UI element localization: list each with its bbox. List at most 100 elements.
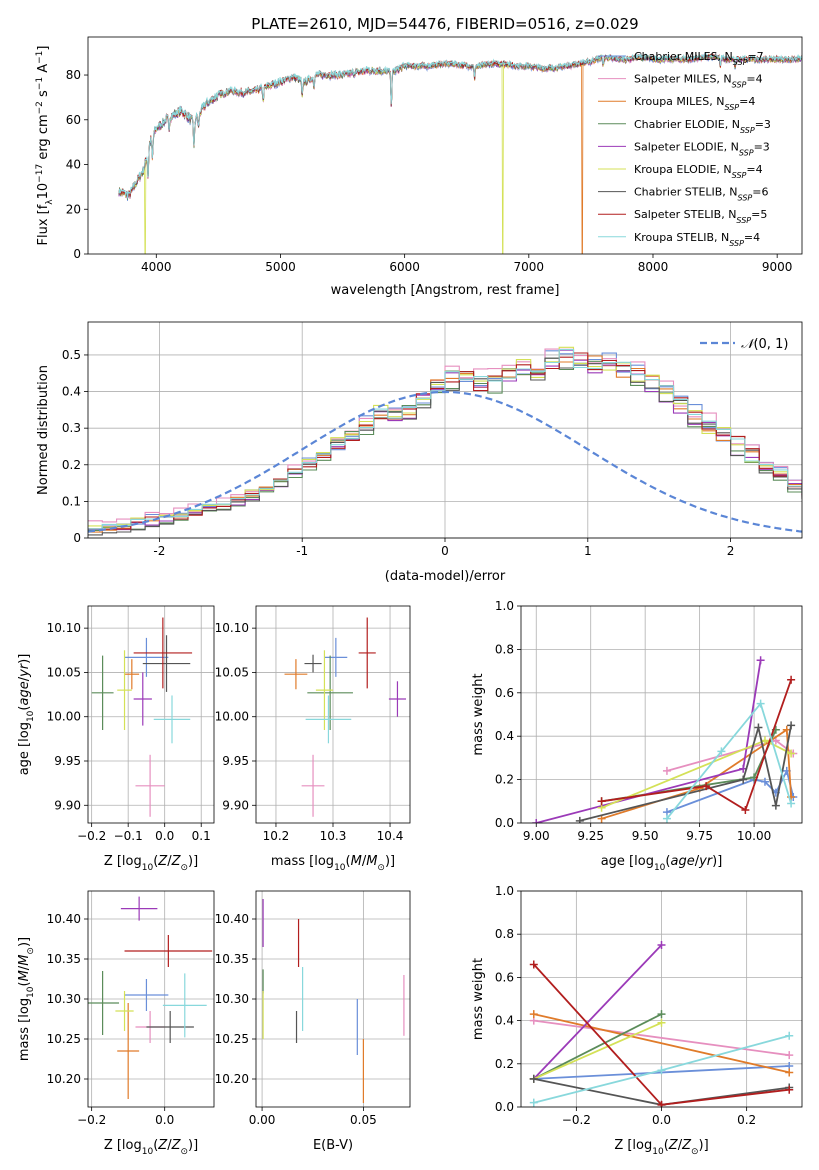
data-point-marker bbox=[575, 816, 584, 823]
data-point-marker bbox=[657, 1066, 666, 1075]
data-point-marker bbox=[787, 721, 796, 730]
axes-weight_vs_Z: −0.2 0.0 0.2 0.0 0.2 0.4 0.6 0.8 1.0 Z [log10(Z/Z… bbox=[471, 884, 803, 1157]
legend-label: Salpeter ELODIE, NSSP=3 bbox=[634, 140, 770, 157]
data-point-marker bbox=[529, 1098, 538, 1107]
series-salpeter-elodie bbox=[529, 941, 666, 1083]
x-axis-label: Z [log10(Z/Z⊙)] bbox=[104, 854, 198, 873]
y-tick-label: 80 bbox=[66, 68, 81, 82]
y-tick-label: 0.8 bbox=[495, 642, 514, 656]
data-point-marker bbox=[771, 801, 780, 810]
data-point-marker bbox=[662, 766, 671, 775]
errorbar-kroupa-stelib bbox=[162, 973, 207, 1038]
data-point-marker bbox=[756, 656, 765, 665]
histogram-salpeter-elodie bbox=[88, 349, 802, 531]
grid-mass_vs_Z bbox=[88, 891, 214, 1107]
y-tick-label: 10.20 bbox=[215, 1072, 249, 1086]
series-line bbox=[533, 1013, 662, 1080]
x-tick-label: 8000 bbox=[638, 260, 669, 274]
y-tick-label: 10.05 bbox=[47, 665, 81, 679]
data-point-marker bbox=[785, 1051, 794, 1060]
histogram-chabrier-stelib bbox=[88, 357, 802, 536]
errorbar-chabrier-miles bbox=[124, 979, 169, 1011]
axes-frame bbox=[87, 605, 215, 824]
data-point-marker bbox=[787, 675, 796, 684]
errorbar-kroupa-miles bbox=[124, 659, 140, 690]
x-tick-label: −0.2 bbox=[77, 1113, 106, 1127]
histogram-kroupa-stelib bbox=[88, 349, 802, 530]
axes-age_vs_mass: 10.2 10.3 10.4 9.90 9.95 10.00 10.05 10.10 mass … bbox=[215, 605, 411, 873]
y-tick-label: 40 bbox=[66, 158, 81, 172]
plot-area-spectrum bbox=[118, 52, 802, 254]
y-tick-label: 10.30 bbox=[215, 992, 249, 1006]
plot-area-residuals bbox=[88, 346, 802, 536]
data-point-marker bbox=[741, 805, 750, 814]
y-tick-label: 0.0 bbox=[495, 1100, 514, 1114]
errorbar-salpeter-elodie bbox=[133, 672, 152, 726]
y-tick-label: 0.2 bbox=[62, 458, 81, 472]
data-point-marker bbox=[754, 723, 763, 732]
x-axis-label: (data-model)/error bbox=[385, 569, 506, 584]
errorbar-chabrier-miles bbox=[124, 637, 169, 677]
y-tick-label: 10.35 bbox=[215, 952, 249, 966]
grid-weight_vs_Z bbox=[521, 890, 802, 1108]
y-tick-label: 10.20 bbox=[47, 1072, 81, 1086]
x-tick-label: 10.3 bbox=[320, 829, 347, 843]
y-tick-label: 9.90 bbox=[222, 798, 249, 812]
histogram-kroupa-elodie bbox=[88, 346, 802, 528]
plot-area-age_vs_mass bbox=[284, 617, 407, 817]
x-tick-label: 4000 bbox=[141, 260, 172, 274]
data-point-marker bbox=[657, 1100, 666, 1107]
errorbar-chabrier-stelib bbox=[142, 635, 191, 692]
series-line bbox=[533, 944, 663, 1080]
x-tick-label: −0.2 bbox=[77, 829, 106, 843]
y-tick-label: 9.95 bbox=[222, 754, 249, 768]
histogram-chabrier-miles bbox=[88, 350, 802, 531]
y-tick-label: 10.25 bbox=[47, 1032, 81, 1046]
x-tick-label: −0.1 bbox=[114, 829, 143, 843]
x-tick-label: 10.4 bbox=[377, 829, 404, 843]
data-point-marker bbox=[785, 1031, 794, 1040]
series-line bbox=[601, 679, 792, 812]
x-tick-label: 1 bbox=[584, 544, 592, 558]
legend-label: Kroupa MILES, NSSP=4 bbox=[634, 95, 755, 112]
legend-label: Salpeter STELIB, NSSP=5 bbox=[634, 208, 767, 225]
x-tick-label: 6000 bbox=[389, 260, 420, 274]
plot-area-age_vs_Z bbox=[91, 617, 193, 817]
axes-mass_vs_ebv: 0.00 0.05 10.20 10.25 10.30 10.35 10.40 E(B-V) bbox=[215, 890, 411, 1153]
series-salpeter-stelib bbox=[529, 960, 794, 1107]
y-tick-label: 60 bbox=[66, 113, 81, 127]
data-point-marker bbox=[785, 1085, 794, 1094]
y-tick-label: 0.6 bbox=[495, 970, 514, 984]
errorbar-kroupa-elodie bbox=[115, 991, 134, 1031]
x-tick-label: 0.00 bbox=[249, 1113, 276, 1127]
x-tick-label: −0.2 bbox=[562, 1113, 591, 1127]
x-tick-label: 2 bbox=[727, 544, 735, 558]
axes-spectrum: 4000 5000 6000 7000 8000 9000 0 20 40 60 80 wavelen… bbox=[35, 36, 803, 298]
y-tick-label: 9.90 bbox=[54, 798, 81, 812]
grid-age_vs_mass bbox=[256, 606, 410, 823]
errorbar-chabrier-miles bbox=[324, 637, 348, 677]
y-tick-label: 0.1 bbox=[62, 494, 81, 508]
series-line bbox=[666, 701, 792, 820]
data-point-marker bbox=[657, 1010, 666, 1019]
data-point-marker bbox=[532, 819, 541, 823]
legend-label: Chabrier MILES, NSSP=7 bbox=[634, 50, 764, 67]
legend-label: Salpeter MILES, NSSP=4 bbox=[634, 73, 763, 90]
y-tick-label: 10.00 bbox=[47, 710, 81, 724]
errorbar-chabrier-elodie bbox=[91, 655, 114, 730]
data-point-marker bbox=[739, 775, 748, 784]
errorbar-salpeter-stelib bbox=[358, 617, 376, 689]
data-point-marker bbox=[529, 1074, 538, 1083]
y-axis-label: Flux [fλ10−17 erg cm−2 s−1 A−1] bbox=[35, 46, 55, 246]
data-point-marker bbox=[760, 777, 769, 786]
y-tick-label: 0 bbox=[73, 247, 81, 261]
data-point-marker bbox=[760, 736, 769, 745]
axes-mass_vs_Z: −0.2 0.0 10.20 10.25 10.30 10.35 10.40 Z [log10… bbox=[17, 890, 215, 1157]
x-tick-label: 9.75 bbox=[686, 829, 713, 843]
series-line bbox=[533, 1019, 790, 1057]
y-tick-label: 20 bbox=[66, 202, 81, 216]
legend-label: 𝒩(0, 1) bbox=[741, 337, 788, 352]
x-tick-label: 0.0 bbox=[652, 1113, 671, 1127]
y-tick-label: 0.4 bbox=[495, 729, 514, 743]
axes-residuals: -2 -1 0 1 2 0 0.1 0.2 0.3 0.4 0.5 𝒩(0, 1) (data-mode… bbox=[36, 321, 803, 584]
